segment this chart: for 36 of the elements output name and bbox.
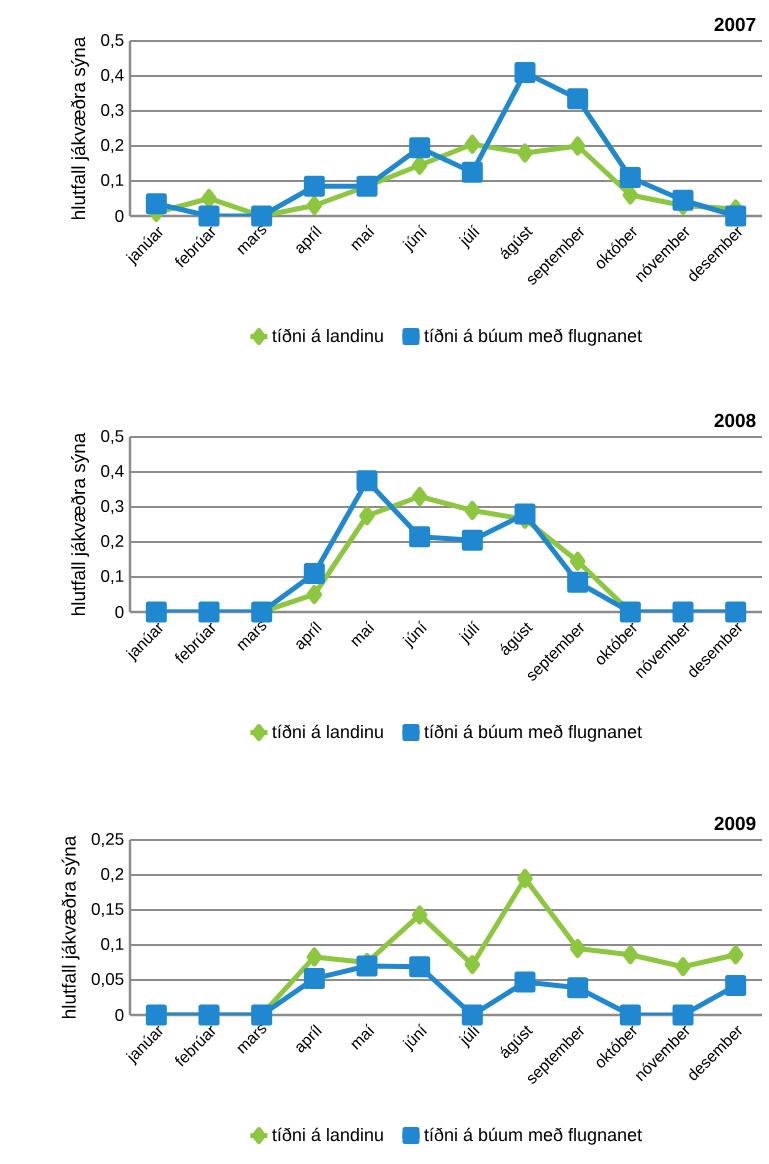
x-tick-label: júlí <box>458 224 480 250</box>
y-tick-label: 0,3 <box>101 499 124 515</box>
y-tick-label: 0,3 <box>101 103 124 119</box>
y-axis-title: hlutfall jákvæðra sýna <box>70 36 89 220</box>
y-axis-title: hlutfall jákvæðra sýna <box>70 432 89 616</box>
chart-title: 2007 <box>714 17 756 32</box>
y-tick-label: 0,2 <box>101 534 124 550</box>
y-tick-label: 0,2 <box>101 867 124 883</box>
legend-label: tíðni á landinu <box>272 724 383 739</box>
y-tick-label: 0,1 <box>101 569 124 585</box>
y-tick-label: 0,5 <box>101 429 124 445</box>
legend-label: tíðni á búum með flugnanet <box>424 1127 642 1145</box>
y-tick-label: 0,05 <box>91 972 124 988</box>
legend-label: tíðni á landinu <box>272 1127 383 1142</box>
y-tick-label: 0,4 <box>101 68 124 84</box>
y-tick-label: 0 <box>115 209 124 223</box>
x-tick-label: maí <box>351 224 375 251</box>
x-tick-label: maí <box>351 620 375 647</box>
legend-label: tíðni á búum með flugnanet <box>424 724 642 742</box>
y-tick-label: 0 <box>115 605 124 619</box>
legend-label: tíðni á búum með flugnanet <box>424 328 642 346</box>
y-tick-label: 0,1 <box>101 173 124 189</box>
x-tick-label: júlí <box>458 1023 480 1049</box>
y-tick-label: 0 <box>115 1008 124 1022</box>
x-tick-label: maí <box>351 1023 375 1050</box>
x-tick-label: júlí <box>458 620 480 646</box>
chart-title: 2008 <box>714 413 756 428</box>
y-axis-title: hlutfall jákvæðra sýna <box>61 835 80 1019</box>
y-tick-label: 0,5 <box>101 33 124 49</box>
y-tick-label: 0,2 <box>101 138 124 154</box>
y-tick-label: 0,15 <box>91 902 124 918</box>
legend-label: tíðni á landinu <box>272 328 383 343</box>
chart-title: 2009 <box>714 816 756 831</box>
y-tick-label: 0,25 <box>91 832 124 848</box>
y-tick-label: 0,1 <box>101 937 124 953</box>
y-tick-label: 0,4 <box>101 464 124 480</box>
